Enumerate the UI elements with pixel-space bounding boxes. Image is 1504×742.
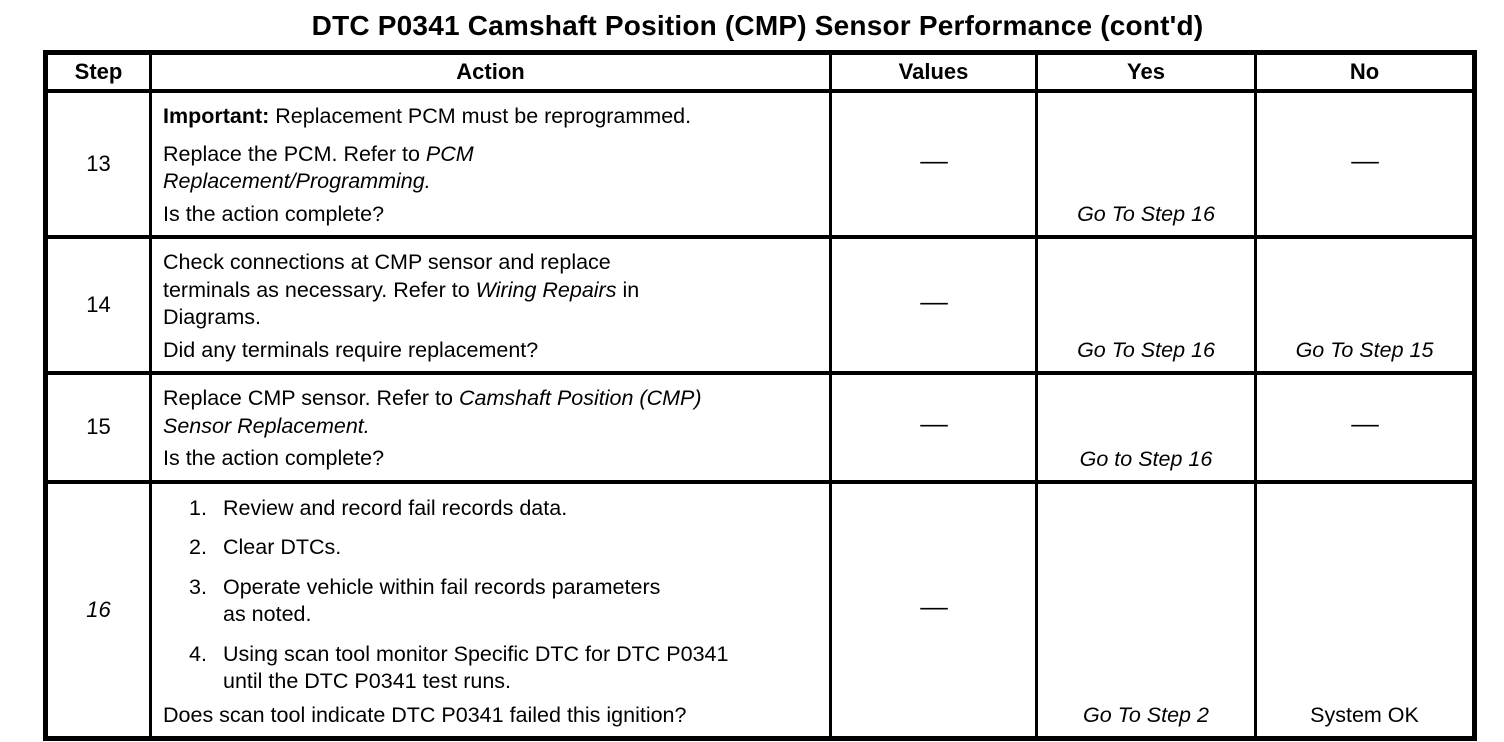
action-question: Is the action complete? [163,446,385,471]
action-paragraph: Important: Replacement PCM must be repro… [163,103,821,131]
list-item-text: Review and record fail records data. [223,495,567,523]
text-segment: Using scan tool monitor Specific DTC for… [223,641,729,694]
list-item-text: Clear DTCs. [223,534,341,562]
list-item-number: 2. [189,535,207,560]
goto-text: Go to Step 16 [1079,446,1213,471]
values-cell: — [829,235,1038,376]
dtc-table: Step Action Values Yes No 13 Important: Repla… [43,50,1477,742]
step-cell: 15 [44,371,152,484]
text-segment: Replacement PCM must be reprogrammed. [269,104,692,128]
text-segment: Check connections at CMP sensor and repl… [163,250,611,302]
column-header-step: Step [44,51,152,93]
column-header-no: No [1254,51,1476,93]
step-cell: 13 [44,88,152,240]
text-segment: Wiring Repairs [475,277,617,302]
yes-cell: Go to Step 16 [1035,371,1257,484]
action-question: Is the action complete? [163,201,385,226]
list-item-text: Operate vehicle within fail records para… [223,574,660,629]
step-cell: 16 [44,479,152,741]
list-item-number: 1. [189,495,207,520]
no-cell: Go To Step 15 [1254,235,1476,376]
column-header-yes: Yes [1035,51,1257,93]
step-number: 13 [86,151,111,177]
values-cell: — [829,371,1038,484]
text-segment: PCM Replacement/Programming. [163,141,474,194]
action-list-item: 2. Clear DTCs. [163,534,821,562]
action-cell: Important: Replacement PCM must be repro… [149,88,832,240]
action-paragraph: Replace the PCM. Refer to PCM Replacemen… [163,141,821,196]
yes-cell: Go To Step 16 [1035,235,1257,376]
dash-placeholder: — [919,148,948,176]
dash-placeholder: — [919,593,948,621]
table-row-step-13: 13 Important: Replacement PCM must be rep… [44,88,1476,240]
action-list-item: 4. Using scan tool monitor Specific DTC f… [163,641,821,696]
no-cell: System OK [1254,479,1476,741]
goto-text: Go To Step 16 [1077,338,1215,363]
text-segment: Review and record fail records data. [223,495,568,520]
no-cell: — [1254,88,1476,240]
action-question: Does scan tool indicate DTC P0341 failed… [163,702,687,727]
action-question: Did any terminals require replacement? [163,337,539,362]
action-cell: Replace CMP sensor. Refer to Camshaft Po… [149,371,832,484]
list-item-number: 3. [189,574,207,599]
action-cell: 1. Review and record fail records data. 2.… [149,479,832,741]
goto-text: Go To Step 15 [1295,338,1434,363]
action-paragraph: Check connections at CMP sensor and repl… [163,249,821,332]
goto-text: Go To Step 16 [1077,202,1215,227]
step-number: 14 [86,292,111,318]
values-cell: — [829,479,1038,741]
text-segment: Important: [163,104,270,128]
page-title: DTC P0341 Camshaft Position (CMP) Sensor… [311,10,1204,41]
dash-placeholder: — [919,411,948,439]
column-header-action: Action [149,51,832,93]
dash-placeholder: — [1350,411,1379,439]
yes-cell: Go To Step 16 [1035,88,1257,240]
yes-cell: Go To Step 2 [1035,479,1257,741]
text-segment: Operate vehicle within fail records para… [223,574,661,627]
table-row-step-14: 14 Check connections at CMP sensor and re… [44,235,1476,376]
text-segment: in Diagrams. [163,277,640,330]
list-item-text: Using scan tool monitor Specific DTC for… [223,641,728,696]
text-segment: Clear DTCs. [223,535,342,560]
goto-text: System OK [1310,703,1419,728]
action-list-item: 3. Operate vehicle within fail records pa… [163,574,821,629]
values-cell: — [829,88,1038,240]
column-header-values: Values [829,51,1038,93]
step-number: 16 [86,596,111,622]
dash-placeholder: — [1350,148,1379,176]
table-row-step-15: 15 Replace CMP sensor. Refer to Camshaft … [44,371,1476,484]
action-list-item: 1. Review and record fail records data. [163,495,821,523]
action-cell: Check connections at CMP sensor and repl… [149,235,832,376]
no-cell: — [1254,371,1476,484]
table-header-row: Step Action Values Yes No [44,51,1476,93]
step-cell: 14 [44,235,152,376]
step-number: 15 [86,414,111,440]
action-paragraph: Replace CMP sensor. Refer to Camshaft Po… [163,385,821,440]
text-segment: Replace CMP sensor. Refer to [163,386,459,411]
dash-placeholder: — [919,289,948,317]
list-item-number: 4. [189,641,207,666]
text-segment: Replace the PCM. Refer to [163,141,426,166]
goto-text: Go To Step 2 [1083,703,1209,728]
table-row-step-16: 16 1. Review and record fail records data.… [44,479,1476,741]
text-segment: Camshaft Position (CMP) Sensor Replaceme… [163,386,702,438]
